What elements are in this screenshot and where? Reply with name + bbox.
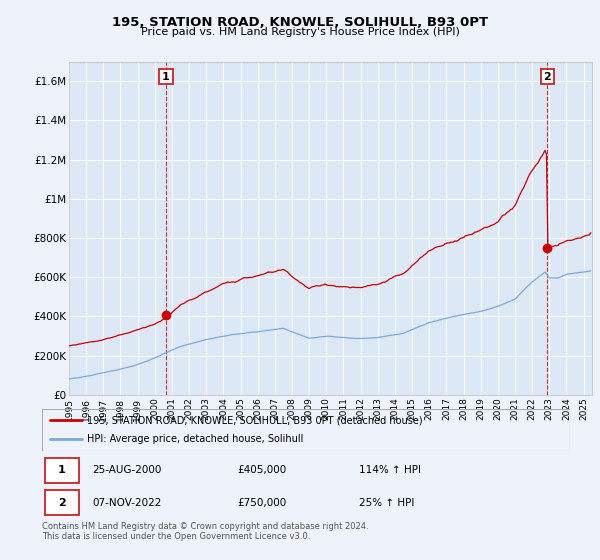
Text: HPI: Average price, detached house, Solihull: HPI: Average price, detached house, Soli… (87, 435, 303, 445)
Text: 07-NOV-2022: 07-NOV-2022 (92, 497, 161, 507)
Text: 1: 1 (58, 465, 65, 475)
Text: 25-AUG-2000: 25-AUG-2000 (92, 465, 161, 475)
Text: 114% ↑ HPI: 114% ↑ HPI (359, 465, 421, 475)
Text: 1: 1 (162, 72, 170, 82)
Text: Contains HM Land Registry data © Crown copyright and database right 2024.
This d: Contains HM Land Registry data © Crown c… (42, 522, 368, 542)
FancyBboxPatch shape (44, 458, 79, 483)
Text: 2: 2 (58, 497, 65, 507)
Text: 195, STATION ROAD, KNOWLE, SOLIHULL, B93 0PT (detached house): 195, STATION ROAD, KNOWLE, SOLIHULL, B93… (87, 415, 422, 425)
FancyBboxPatch shape (44, 491, 79, 515)
Text: 2: 2 (544, 72, 551, 82)
Text: Price paid vs. HM Land Registry's House Price Index (HPI): Price paid vs. HM Land Registry's House … (140, 27, 460, 37)
Text: 25% ↑ HPI: 25% ↑ HPI (359, 497, 414, 507)
Text: £405,000: £405,000 (238, 465, 287, 475)
Text: 195, STATION ROAD, KNOWLE, SOLIHULL, B93 0PT: 195, STATION ROAD, KNOWLE, SOLIHULL, B93… (112, 16, 488, 29)
Text: £750,000: £750,000 (238, 497, 287, 507)
